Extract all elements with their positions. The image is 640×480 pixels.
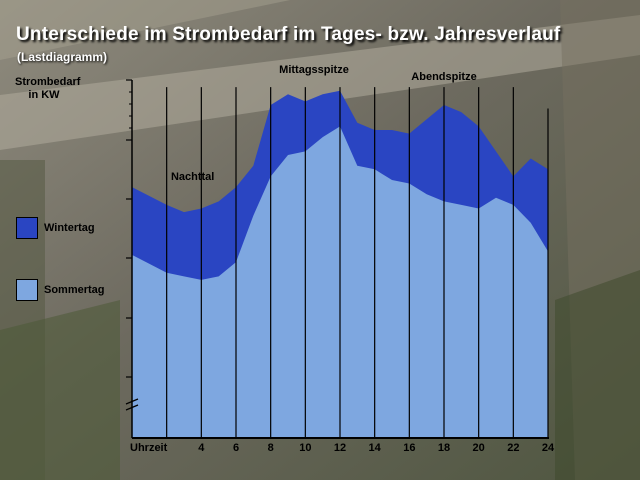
legend-label-sommertag: Sommertag [44, 284, 105, 296]
legend-swatch-sommertag [16, 279, 38, 301]
x-axis-label: Uhrzeit [130, 442, 168, 454]
x-tick-label-6: 6 [233, 442, 239, 454]
x-tick-label-24: 24 [542, 442, 555, 454]
y-axis-break [125, 398, 139, 411]
x-tick-label-22: 22 [507, 442, 519, 454]
x-tick-label-16: 16 [403, 442, 415, 454]
x-tick-label-8: 8 [268, 442, 274, 454]
y-axis-label: Strombedarf in KW [15, 76, 81, 101]
x-tick-label-10: 10 [299, 442, 311, 454]
page-title: Unterschiede im Strombedarf im Tages- bz… [16, 24, 561, 45]
x-tick-label-20: 20 [473, 442, 485, 454]
page-subtitle: (Lastdiagramm) [17, 50, 108, 64]
legend-item-wintertag: Wintertag [16, 217, 95, 239]
annotation-mittagsspitze: Mittagsspitze [279, 64, 349, 76]
legend-item-sommertag: Sommertag [16, 279, 105, 301]
x-tick-label-12: 12 [334, 442, 346, 454]
annotation-nachttal: Nachttal [171, 171, 214, 183]
legend-swatch-wintertag [16, 217, 38, 239]
annotation-abendspitze: Abendspitze [411, 71, 476, 83]
legend-label-wintertag: Wintertag [44, 222, 95, 234]
x-tick-label-14: 14 [369, 442, 382, 454]
x-tick-label-4: 4 [198, 442, 205, 454]
x-tick-label-18: 18 [438, 442, 450, 454]
